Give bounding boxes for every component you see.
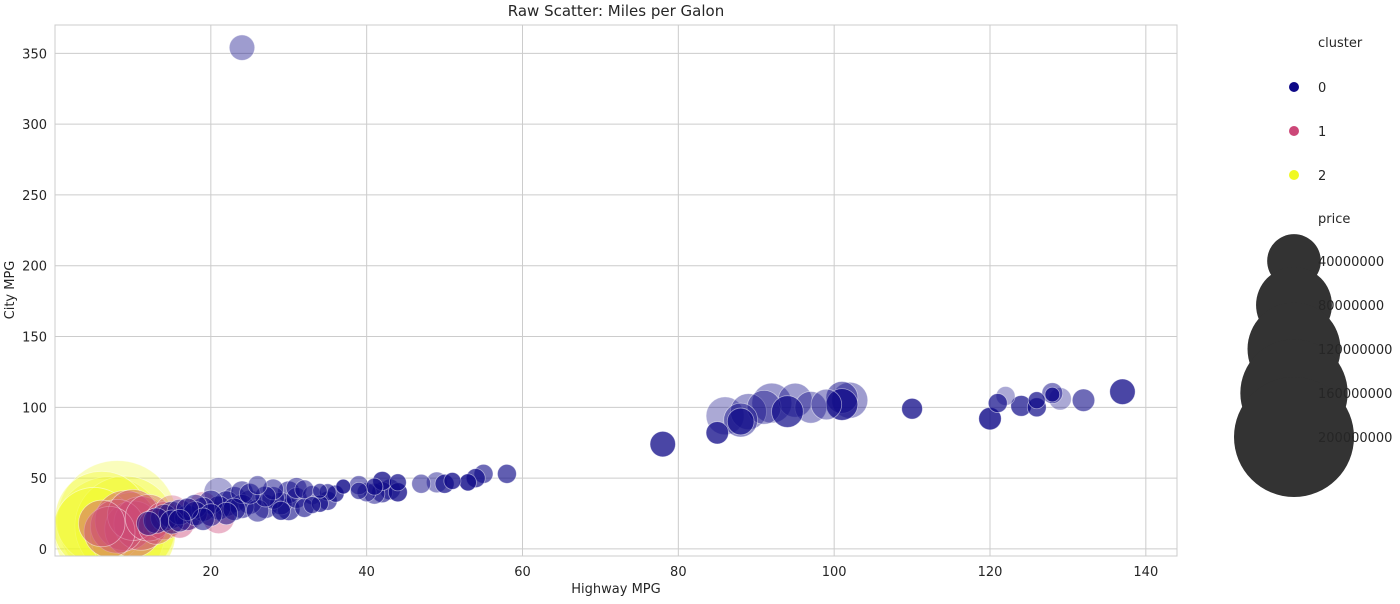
y-tick-label: 300: [22, 118, 47, 133]
scatter-point-cluster-0: [388, 473, 407, 492]
y-tick-label: 100: [22, 401, 47, 416]
tick-labels: 20 40 60 80 100 120 140 0 50 100 150 200 250 300 350: [22, 47, 1158, 580]
scatter-point-cluster-0: [771, 395, 804, 428]
x-axis-label: Highway MPG: [571, 582, 660, 597]
legend-label-price-0: 40000000: [1318, 255, 1384, 270]
x-tick-label: 120: [978, 565, 1003, 580]
scatter-point-cluster-0: [168, 508, 192, 533]
legend-marker-cluster-1: [1289, 126, 1299, 136]
legend-marker-cluster-0: [1289, 82, 1299, 92]
scatter-point-cluster-0: [349, 481, 368, 500]
scatter-point-cluster-0: [901, 397, 923, 420]
scatter-point-cluster-0: [726, 407, 755, 436]
scatter-point-cluster-0: [228, 34, 256, 61]
legend-label-cluster-2: 2: [1318, 169, 1326, 184]
size-legend-markers: [1234, 234, 1354, 497]
legend-label-cluster-1: 1: [1318, 125, 1326, 140]
x-tick-label: 80: [670, 565, 687, 580]
scatter-point-cluster-0: [312, 483, 328, 499]
scatter-point-cluster-0: [459, 473, 477, 492]
scatter-point-cluster-0: [810, 388, 843, 421]
legend-label-price-3: 160000000: [1318, 387, 1392, 402]
scatter-point-cluster-0: [497, 463, 517, 484]
y-tick-label: 350: [22, 47, 47, 62]
legend-size-marker: [1234, 377, 1354, 497]
legend-label-price-4: 200000000: [1318, 431, 1392, 446]
legend-title-cluster: cluster: [1318, 36, 1363, 51]
legend-label-cluster-0: 0: [1318, 81, 1326, 96]
scatter-point-cluster-0: [247, 475, 268, 496]
legend-label-price-2: 120000000: [1318, 343, 1392, 358]
scatter-point-cluster-0: [271, 500, 291, 521]
scatter-point-cluster-0: [1027, 391, 1046, 410]
y-tick-label: 200: [22, 260, 47, 275]
chart-title: Raw Scatter: Miles per Galon: [508, 2, 724, 20]
scatter-point-cluster-0: [1044, 386, 1061, 403]
y-axis-label: City MPG: [3, 261, 18, 320]
scatter-point-cluster-0: [294, 479, 315, 500]
x-tick-label: 40: [358, 565, 375, 580]
scatter-point-cluster-0: [1109, 378, 1136, 405]
scatter-point-cluster-0: [987, 393, 1008, 413]
scatter-point-cluster-0: [1071, 388, 1096, 412]
scatter-point-cluster-0: [365, 477, 384, 496]
scatter-point-cluster-0: [705, 421, 729, 445]
legend-title-price: price: [1318, 212, 1350, 227]
y-tick-label: 250: [22, 189, 47, 204]
scatter-point-cluster-0: [335, 478, 352, 495]
x-tick-label: 100: [822, 565, 847, 580]
legend: cluster 0 1 2 price 40000000 80000000 12…: [1234, 36, 1392, 497]
scatter-point-cluster-0: [411, 473, 432, 494]
y-tick-label: 50: [30, 472, 47, 487]
scatter-point-cluster-1: [78, 499, 126, 548]
plot-frame: [54, 24, 1178, 557]
legend-marker-cluster-2: [1289, 170, 1299, 180]
x-tick-label: 60: [514, 565, 531, 580]
x-tick-label: 140: [1133, 565, 1158, 580]
scatter-point-cluster-1: [83, 506, 136, 556]
scatter-point-cluster-0: [303, 496, 322, 514]
y-tick-label: 150: [22, 331, 47, 346]
data-points: [55, 34, 1136, 556]
scatter-point-cluster-0: [649, 431, 676, 458]
plot-background: [55, 25, 1177, 556]
scatter-point-cluster-0: [238, 482, 261, 505]
legend-label-price-1: 80000000: [1318, 299, 1384, 314]
scatter-point-cluster-0: [443, 472, 462, 490]
y-tick-label: 0: [39, 543, 47, 558]
scatter-point-cluster-2: [55, 487, 135, 556]
scatter-point-cluster-0: [136, 511, 161, 536]
x-tick-label: 20: [203, 565, 220, 580]
